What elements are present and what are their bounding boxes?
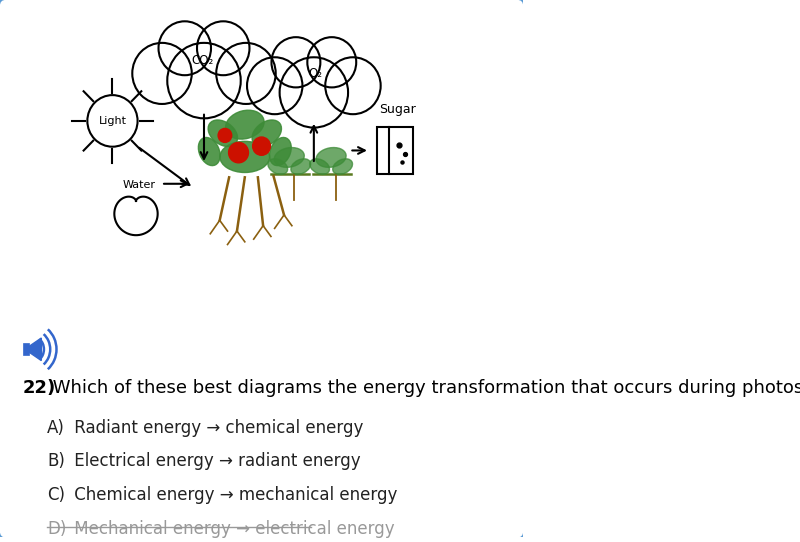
Circle shape — [229, 143, 249, 163]
Ellipse shape — [268, 159, 288, 175]
Text: O₂: O₂ — [308, 67, 322, 80]
Circle shape — [307, 37, 356, 87]
Text: Chemical energy → mechanical energy: Chemical energy → mechanical energy — [69, 486, 398, 504]
Circle shape — [218, 128, 232, 143]
Circle shape — [326, 57, 381, 114]
Ellipse shape — [333, 159, 353, 175]
Ellipse shape — [226, 110, 264, 139]
Circle shape — [271, 37, 320, 87]
Text: Electrical energy → radiant energy: Electrical energy → radiant energy — [69, 453, 361, 470]
FancyBboxPatch shape — [0, 0, 525, 539]
Polygon shape — [114, 197, 158, 235]
Text: Water: Water — [122, 180, 156, 190]
Circle shape — [253, 137, 270, 156]
Text: Mechanical energy → electrical energy: Mechanical energy → electrical energy — [69, 520, 394, 538]
Ellipse shape — [208, 120, 238, 146]
Circle shape — [247, 57, 302, 114]
Text: Sugar: Sugar — [378, 103, 415, 116]
Text: Light: Light — [98, 116, 126, 126]
Circle shape — [167, 43, 241, 118]
Circle shape — [216, 43, 276, 104]
Text: 22): 22) — [23, 379, 56, 397]
Text: C): C) — [47, 486, 65, 504]
Ellipse shape — [270, 138, 291, 166]
Text: D): D) — [47, 520, 66, 538]
Text: Radiant energy → chemical energy: Radiant energy → chemical energy — [69, 419, 363, 437]
Ellipse shape — [291, 159, 310, 175]
Ellipse shape — [252, 120, 282, 146]
Circle shape — [158, 21, 211, 75]
Circle shape — [132, 43, 192, 104]
Text: Which of these best diagrams the energy transformation that occurs during photos: Which of these best diagrams the energy … — [47, 379, 800, 397]
Circle shape — [87, 95, 138, 147]
Circle shape — [197, 21, 250, 75]
Bar — [377, 127, 413, 174]
Text: B): B) — [47, 453, 65, 470]
Text: A): A) — [47, 419, 65, 437]
Ellipse shape — [310, 159, 330, 175]
Ellipse shape — [274, 147, 304, 167]
Ellipse shape — [198, 138, 220, 166]
Circle shape — [280, 57, 348, 127]
Bar — [23, 344, 29, 355]
Text: CO₂: CO₂ — [192, 54, 214, 67]
Ellipse shape — [220, 141, 270, 172]
Polygon shape — [29, 338, 42, 360]
Ellipse shape — [316, 147, 346, 167]
